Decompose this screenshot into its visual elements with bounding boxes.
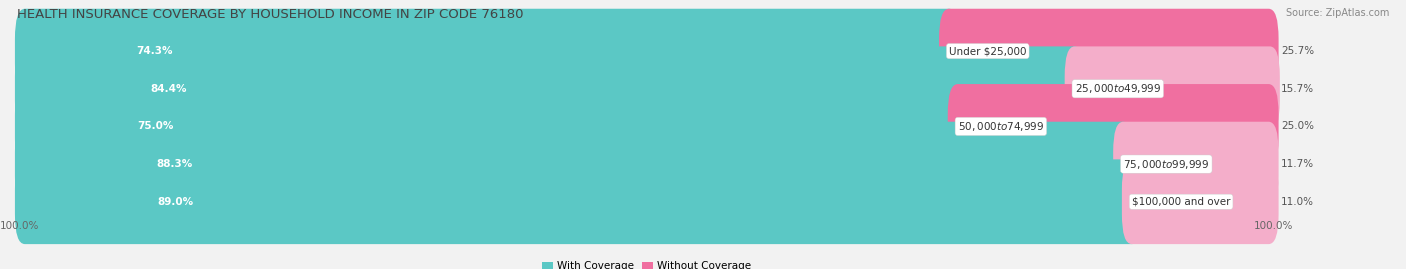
- FancyBboxPatch shape: [948, 84, 1278, 169]
- FancyBboxPatch shape: [15, 122, 1133, 207]
- FancyBboxPatch shape: [1122, 159, 1278, 244]
- Text: Under $25,000: Under $25,000: [949, 46, 1026, 56]
- FancyBboxPatch shape: [15, 9, 959, 94]
- FancyBboxPatch shape: [15, 84, 967, 169]
- FancyBboxPatch shape: [1114, 122, 1278, 207]
- FancyBboxPatch shape: [21, 182, 1272, 221]
- Text: 11.0%: 11.0%: [1281, 197, 1315, 207]
- Text: 100.0%: 100.0%: [1254, 221, 1294, 231]
- Text: 74.3%: 74.3%: [136, 46, 173, 56]
- FancyBboxPatch shape: [939, 9, 1278, 94]
- Text: 100.0%: 100.0%: [0, 221, 39, 231]
- FancyBboxPatch shape: [21, 107, 1272, 146]
- FancyBboxPatch shape: [15, 159, 1142, 244]
- FancyBboxPatch shape: [25, 70, 1268, 108]
- FancyBboxPatch shape: [21, 32, 1272, 70]
- Text: HEALTH INSURANCE COVERAGE BY HOUSEHOLD INCOME IN ZIP CODE 76180: HEALTH INSURANCE COVERAGE BY HOUSEHOLD I…: [17, 8, 523, 21]
- Text: 15.7%: 15.7%: [1281, 84, 1315, 94]
- Text: 75.0%: 75.0%: [136, 121, 173, 132]
- Text: Source: ZipAtlas.com: Source: ZipAtlas.com: [1285, 8, 1389, 18]
- Text: 84.4%: 84.4%: [150, 84, 187, 94]
- Text: 88.3%: 88.3%: [156, 159, 193, 169]
- Legend: With Coverage, Without Coverage: With Coverage, Without Coverage: [538, 257, 755, 269]
- FancyBboxPatch shape: [1064, 46, 1279, 131]
- Text: 11.7%: 11.7%: [1281, 159, 1315, 169]
- Text: $50,000 to $74,999: $50,000 to $74,999: [957, 120, 1045, 133]
- FancyBboxPatch shape: [25, 32, 1268, 70]
- Text: 89.0%: 89.0%: [157, 197, 194, 207]
- FancyBboxPatch shape: [15, 46, 1084, 131]
- Text: 25.0%: 25.0%: [1281, 121, 1315, 132]
- Text: $75,000 to $99,999: $75,000 to $99,999: [1123, 158, 1209, 171]
- FancyBboxPatch shape: [25, 145, 1268, 183]
- Text: $100,000 and over: $100,000 and over: [1132, 197, 1230, 207]
- FancyBboxPatch shape: [21, 69, 1272, 108]
- Text: 25.7%: 25.7%: [1281, 46, 1315, 56]
- FancyBboxPatch shape: [21, 145, 1272, 183]
- FancyBboxPatch shape: [25, 183, 1268, 221]
- FancyBboxPatch shape: [25, 107, 1268, 146]
- Text: $25,000 to $49,999: $25,000 to $49,999: [1074, 82, 1161, 95]
